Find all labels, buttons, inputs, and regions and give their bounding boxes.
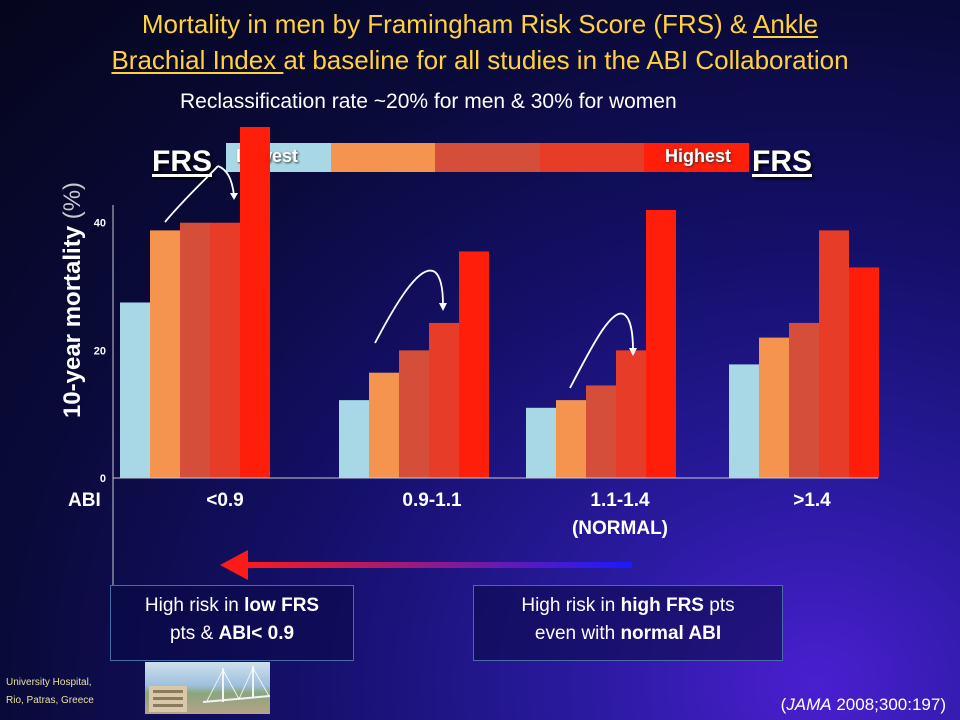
arrow-curve-2 — [569, 312, 634, 389]
legend-seg-5: Highest — [644, 143, 749, 172]
bar-series1-cat1 — [369, 372, 399, 478]
ticks-group: 0 20 40 — [94, 218, 106, 485]
arrowhead-2 — [439, 303, 447, 311]
callout-left-text2: pts & — [169, 623, 219, 644]
bar-series3-cat2 — [616, 350, 646, 478]
category-label-2: 1.1-1.4 (NORMAL) — [530, 490, 710, 540]
bar-series3-cat1 — [429, 322, 459, 478]
arrow-frs-left-2 — [217, 165, 235, 196]
bar-series2-cat1 — [399, 350, 429, 478]
callout-right-text2: even with — [534, 623, 621, 644]
y-tick-label-1: 20 — [94, 345, 106, 357]
arrowhead-1 — [230, 193, 238, 200]
bar-series0-cat2 — [526, 407, 556, 478]
credit-line-2: Rio, Patras, Greece — [6, 695, 94, 706]
credit-line-1: University Hospital, — [6, 677, 92, 688]
citation-open: ( — [780, 695, 787, 714]
citation: (JAMA 2008;300:197) — [781, 695, 946, 715]
callout-left-bold2: ABI< 0.9 — [218, 623, 295, 644]
title-text-1: Mortality in men by Framingham Risk Scor… — [141, 9, 754, 39]
bar-series3-cat0 — [210, 222, 240, 478]
bar-series2-cat0 — [180, 222, 210, 478]
direction-arrow-head — [220, 550, 248, 580]
bar-series3-cat3 — [819, 230, 849, 478]
y-tick-label-0: 0 — [100, 473, 106, 485]
y-axis-unit: (%) — [59, 181, 86, 220]
direction-arrow-shaft — [242, 562, 632, 568]
photo-sketch — [149, 666, 271, 712]
annotation-arrows — [164, 165, 634, 389]
y-axis-label: 10-year mortality (%) — [59, 182, 87, 418]
frs-label-left: FRS — [152, 145, 212, 178]
photo-bridge-cables — [206, 667, 270, 702]
arrowheads — [230, 193, 637, 356]
category-label-0: <0.9 — [135, 490, 315, 512]
bar-series4-cat1 — [459, 251, 489, 478]
callout-right-text1: High risk in — [521, 595, 621, 616]
callout-low-frs: High risk in low FRS pts & ABI< 0.9 — [110, 585, 354, 661]
bar-series2-cat3 — [789, 322, 819, 478]
title-text-2: at baseline for all studies in the ABI C… — [283, 45, 849, 75]
legend-seg-2 — [330, 143, 436, 172]
citation-rest: 2008;300:197) — [831, 695, 946, 714]
arrowhead-3 — [629, 348, 637, 356]
callout-right-bold2: normal ABI — [620, 623, 722, 644]
callout-high-frs: High risk in high FRS pts even with norm… — [473, 585, 783, 661]
bar-series4-cat2 — [646, 209, 676, 479]
title-underlined-2: Brachial Index — [111, 45, 284, 75]
bar-series1-cat0 — [150, 230, 180, 478]
institution-credit: University Hospital, Rio, Patras, Greece — [6, 674, 94, 710]
bars-group — [120, 127, 879, 479]
callout-right-text1b: pts — [704, 595, 735, 616]
photo-bridge-deck — [202, 695, 271, 703]
hospital-bridge-photo — [145, 662, 271, 714]
y-axis-label-text: 10-year mortality — [59, 225, 86, 419]
frs-label-right: FRS — [752, 145, 812, 178]
category-text-0: <0.9 — [206, 490, 244, 511]
bar-series4-cat0 — [240, 127, 270, 478]
bar-series1-cat2 — [556, 400, 586, 478]
legend-seg-4 — [539, 143, 645, 172]
bar-series4-cat3 — [849, 267, 879, 478]
callout-left-bold1: low FRS — [244, 595, 320, 616]
arrow-curve-1 — [374, 269, 444, 344]
subtitle: Reclassification rate ~20% for men & 30%… — [180, 90, 677, 113]
abi-axis-title: ABI — [68, 490, 101, 511]
bar-series0-cat3 — [729, 364, 759, 478]
legend-seg-3 — [435, 143, 540, 172]
category-text-2: 1.1-1.4 — [590, 490, 650, 511]
category-label-3: >1.4 — [722, 490, 902, 512]
callout-left-text1: High risk in — [144, 595, 245, 616]
bar-series2-cat2 — [586, 385, 616, 478]
category-text-1: 0.9-1.1 — [402, 490, 462, 511]
category-text-3: >1.4 — [793, 490, 831, 511]
bar-series0-cat0 — [120, 302, 150, 478]
category-label-1: 0.9-1.1 — [342, 490, 522, 512]
bar-series1-cat3 — [759, 337, 789, 478]
y-tick-label-2: 40 — [94, 218, 106, 230]
citation-journal: JAMA — [786, 695, 832, 714]
category-sublabel-2: (NORMAL) — [571, 518, 669, 539]
slide-title: Mortality in men by Framingham Risk Scor… — [0, 6, 960, 78]
arrow-frs-left-1 — [164, 165, 219, 223]
legend-highest: Highest — [664, 146, 731, 166]
bar-series0-cat1 — [339, 400, 369, 478]
callout-right-bold1: high FRS — [620, 595, 704, 616]
title-underlined-1: Ankle — [753, 9, 819, 39]
